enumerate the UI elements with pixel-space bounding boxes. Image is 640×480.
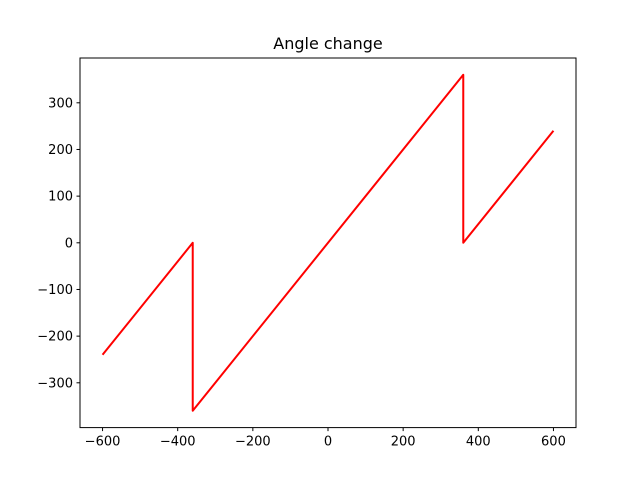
x-tick-label: 0	[324, 435, 332, 450]
y-tick-label: −100	[37, 283, 73, 298]
y-tick-label: 0	[65, 236, 73, 251]
y-axis: −300 −200 −100 0 100 200 300	[37, 96, 80, 391]
y-tick-label: 300	[48, 96, 73, 111]
chart-title: Angle change	[273, 34, 383, 53]
y-tick-label: 200	[48, 143, 73, 158]
plot-area	[101, 73, 555, 412]
y-tick-label: 100	[48, 190, 73, 205]
x-tick-label: 600	[541, 435, 566, 450]
x-axis: −600 −400 −200 0 200 400 600	[85, 427, 566, 450]
x-tick-label: 200	[391, 435, 416, 450]
x-tick-label: 400	[466, 435, 491, 450]
y-tick-label: −200	[37, 330, 73, 345]
series-line-0	[101, 73, 555, 412]
x-tick-label: −400	[160, 435, 196, 450]
x-tick-label: −200	[235, 435, 271, 450]
y-tick-label: −300	[37, 376, 73, 391]
x-tick-label: −600	[85, 435, 121, 450]
